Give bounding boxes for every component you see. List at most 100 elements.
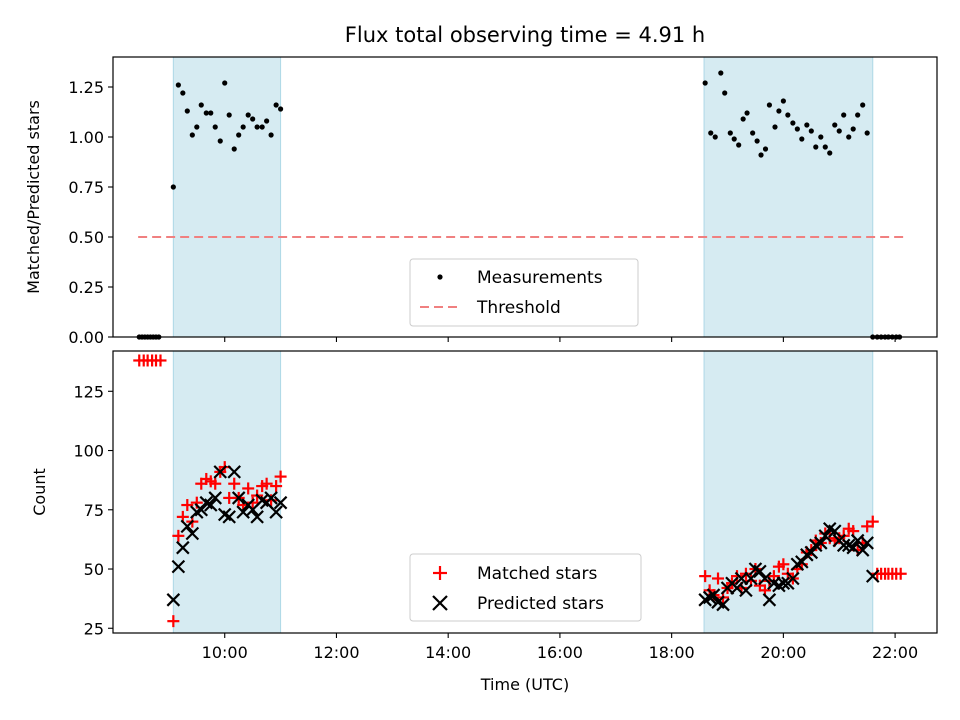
predicted-star-point	[222, 510, 236, 524]
measurement-point	[794, 126, 800, 132]
predicted-marker-b	[822, 521, 837, 536]
measurement-point	[203, 110, 209, 116]
predicted-marker-b	[841, 538, 856, 553]
top-shaded-interval	[703, 56, 874, 338]
predicted-star-point	[180, 519, 195, 534]
matched-star-point	[172, 529, 185, 542]
predicted-marker-b	[255, 493, 269, 508]
top-y-axis-label: Matched/Predicted stars	[24, 100, 43, 294]
top-y-ticks: 0.00 0.25 0.50 0.75 1.00 1.25	[68, 78, 113, 347]
measurement-point	[758, 152, 764, 158]
x-axis-label: Time (UTC)	[480, 675, 569, 694]
bottom-y-tick-label: 50	[84, 560, 104, 579]
predicted-star-point	[185, 526, 200, 541]
measurement-point	[254, 124, 260, 130]
predicted-star-point	[171, 559, 186, 574]
predicted-star-point	[716, 597, 730, 612]
bottom-legend: Matched stars Predicted stars	[409, 553, 642, 622]
predicted-marker-b	[208, 491, 223, 505]
predicted-marker-b	[227, 465, 242, 479]
bottom-panel: 10:00 12:00 14:00 16:00 18:00 20:00 22:00 25 50…	[30, 350, 938, 694]
top-panel-frame	[112, 56, 938, 338]
matched-star-point	[154, 354, 167, 367]
predicted-star-point	[208, 491, 223, 505]
matched-star-point	[866, 515, 879, 528]
predicted-marker-b	[185, 526, 200, 541]
predicted-star-point	[269, 505, 283, 519]
predicted-star-point	[739, 583, 753, 598]
matched-star-point	[228, 477, 241, 490]
measurement-point	[740, 116, 746, 122]
matched-star-point	[181, 499, 194, 512]
measurement-point	[277, 106, 284, 112]
measurement-point	[827, 150, 833, 156]
measurement-point	[754, 138, 760, 144]
measurement-point	[772, 124, 778, 130]
predicted-marker-b	[744, 571, 758, 586]
measurement-point	[855, 112, 861, 118]
predicted-marker-b	[716, 597, 730, 612]
matched-star-point	[242, 482, 255, 495]
predicted-star-point	[264, 491, 278, 505]
x-tick-label: 14:00	[425, 643, 471, 662]
measurement-point	[841, 112, 847, 118]
predicted-star-point	[827, 524, 842, 538]
measurement-point	[864, 130, 870, 136]
predicted-marker-b	[231, 491, 246, 505]
top-y-tick-label: 0.50	[68, 228, 104, 247]
predicted-marker-b	[706, 588, 721, 602]
predicted-star-point	[762, 593, 777, 607]
predicted-marker-b	[269, 505, 283, 519]
measurement-point	[268, 132, 274, 138]
predicted-marker-b	[217, 507, 232, 522]
measurement-point	[736, 142, 742, 148]
predicted-marker-b	[222, 510, 236, 524]
matched-star-point	[894, 567, 907, 580]
measurement-point	[780, 98, 786, 104]
predicted-marker-b	[786, 571, 800, 586]
predicted-marker-b	[273, 495, 288, 510]
measurement-point	[208, 110, 214, 116]
measurement-point	[212, 124, 218, 130]
predicted-marker-b	[711, 595, 725, 609]
top-legend: Measurements Threshold	[409, 258, 639, 327]
predicted-marker-b	[194, 502, 209, 517]
predicted-marker-b	[213, 465, 228, 479]
predicted-marker-b	[865, 569, 880, 583]
top-shaded-intervals	[172, 56, 874, 338]
measurement-point	[180, 90, 186, 96]
measurement-point	[226, 112, 232, 118]
measurement-point	[712, 134, 718, 140]
predicted-star-point	[776, 576, 791, 591]
bottom-legend-box	[409, 553, 642, 622]
matched-star-point	[712, 572, 725, 585]
matched-star-point	[260, 477, 273, 490]
legend-predicted-marker	[432, 595, 448, 611]
measurement-point	[785, 112, 791, 118]
predicted-marker-b	[264, 491, 278, 505]
measurement-point	[762, 146, 769, 152]
predicted-marker-b	[180, 519, 195, 534]
predicted-star-point	[213, 465, 228, 479]
predicted-marker-b	[753, 564, 767, 579]
top-y-tick-label: 0.00	[68, 328, 104, 347]
matched-star-point	[777, 558, 790, 571]
measurement-point	[822, 144, 828, 150]
measurement-point	[860, 102, 866, 108]
predicted-stars-points	[166, 465, 880, 612]
predicted-star-point	[744, 571, 758, 586]
measurement-point	[273, 102, 279, 108]
measurement-point	[250, 116, 256, 122]
measurement-point	[170, 184, 176, 190]
matched-star-point	[265, 494, 278, 507]
measurement-point	[799, 136, 805, 142]
predicted-star-point	[753, 564, 767, 579]
measurement-point	[818, 134, 824, 140]
chart-title: Flux total observing time = 4.91 h	[345, 23, 705, 47]
measurement-point	[189, 132, 195, 138]
measurement-point	[846, 134, 852, 140]
predicted-marker-b	[776, 576, 791, 591]
matched-star-point	[209, 477, 222, 490]
top-y-tick-label: 1.25	[68, 78, 104, 97]
predicted-star-point	[227, 465, 242, 479]
